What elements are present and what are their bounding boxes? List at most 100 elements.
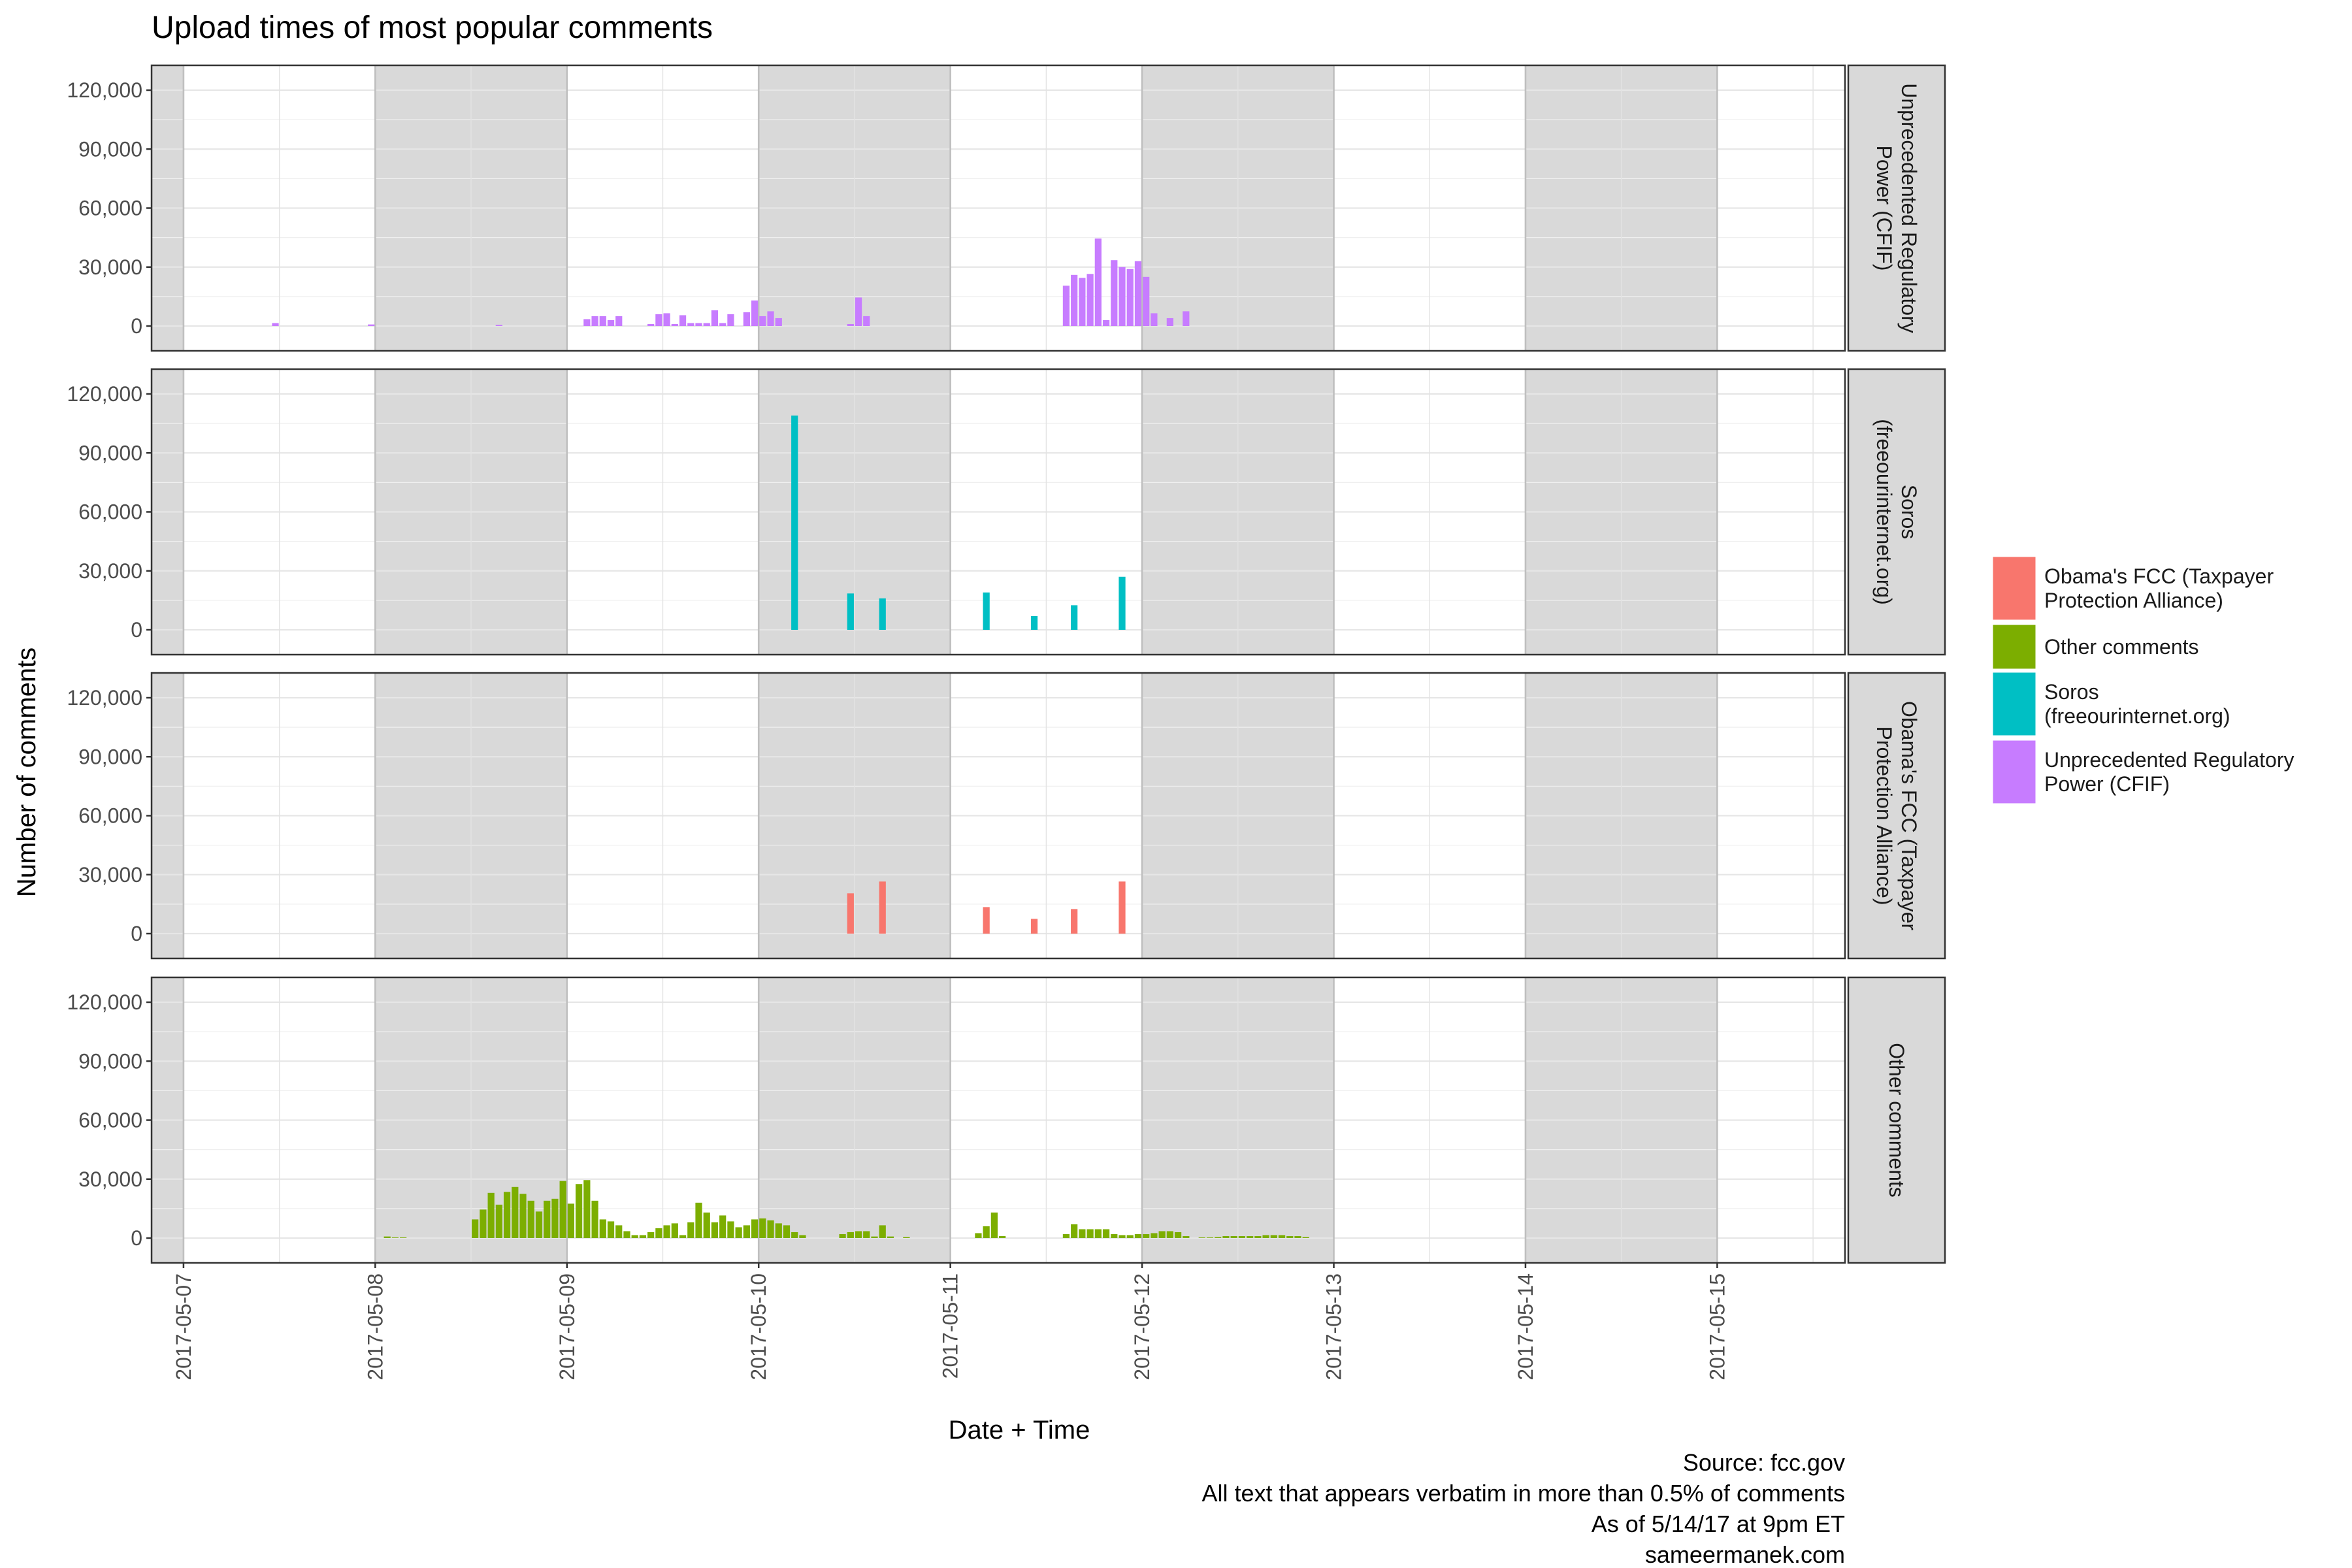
legend-label-line: Power (CFIF): [2044, 772, 2170, 796]
bar: [767, 311, 774, 326]
y-axis-label: Number of comments: [12, 647, 41, 897]
facet-strip: [1847, 672, 1946, 960]
bar: [1174, 1232, 1182, 1238]
legend-key: [1991, 623, 2038, 671]
bar: [695, 323, 702, 326]
bar: [1262, 1235, 1269, 1238]
bar: [743, 1225, 750, 1238]
bar: [583, 319, 591, 326]
bar: [512, 1186, 519, 1238]
y-tick-label: 120,000: [67, 990, 142, 1014]
bar: [767, 1220, 774, 1238]
bar: [839, 1233, 846, 1238]
bar: [1094, 238, 1102, 326]
bar: [1143, 276, 1150, 326]
bar: [487, 1192, 495, 1238]
bar: [1183, 311, 1190, 326]
bar: [983, 592, 990, 630]
bar: [576, 1184, 583, 1238]
bar: [727, 314, 734, 326]
bar: [847, 323, 854, 326]
bar: [1119, 267, 1126, 326]
bar: [1126, 269, 1134, 326]
bar: [1094, 1229, 1102, 1238]
bar: [1247, 1235, 1254, 1238]
legend-label-line: Protection Alliance): [2044, 589, 2223, 612]
bar: [687, 1222, 694, 1238]
bar: [1111, 1233, 1118, 1238]
bar: [647, 323, 655, 326]
panels-layer: 0 30,000 60,000 90,000 120,000 Unprecedented …: [67, 64, 1946, 1264]
bar: [607, 1221, 615, 1238]
y-tick-label: 30,000: [78, 255, 142, 279]
bar: [1071, 1224, 1078, 1238]
x-tick-label: 2017-05-12: [1130, 1273, 1154, 1380]
bar: [591, 1200, 598, 1238]
bar: [1062, 286, 1070, 326]
bar: [719, 323, 727, 326]
bar: [671, 1223, 678, 1238]
bar: [1286, 1235, 1294, 1238]
y-tick-label: 90,000: [78, 1049, 142, 1073]
facet-panel: 0 30,000 60,000 90,000 120,000 Soros(freeouri…: [67, 368, 1946, 656]
legend-key: [1991, 670, 2038, 738]
legend-label-line: Unprecedented Regulatory: [2044, 748, 2294, 772]
bar: [1111, 260, 1118, 326]
facet-strip-label: Obama's FCC (TaxpayerProtection Alliance…: [1872, 701, 1921, 930]
y-tick-label: 30,000: [78, 1168, 142, 1191]
bar: [559, 1181, 566, 1238]
bar: [1086, 274, 1094, 326]
bar: [591, 316, 598, 326]
bar: [783, 1225, 791, 1238]
bar: [1126, 1235, 1134, 1238]
bar: [671, 323, 678, 326]
bar: [503, 1192, 511, 1238]
bar: [759, 1218, 766, 1238]
bar: [791, 1232, 798, 1238]
bar: [855, 297, 862, 326]
bar: [567, 1203, 574, 1238]
bar: [1238, 1235, 1246, 1238]
y-tick-label: 120,000: [67, 78, 142, 102]
bar: [544, 1200, 551, 1238]
bar: [903, 1237, 910, 1238]
bar: [663, 1225, 670, 1238]
bar: [647, 1232, 655, 1238]
facet-strip-line: Soros: [1897, 485, 1921, 540]
bar: [495, 325, 502, 326]
y-tick-label: 90,000: [78, 745, 142, 768]
bar: [1119, 1235, 1126, 1238]
bar: [1270, 1235, 1277, 1238]
bar: [1198, 1237, 1205, 1238]
bar: [615, 1225, 623, 1238]
facet-strip: [1847, 976, 1946, 1264]
legend-key: [1991, 555, 2038, 622]
legend-key: [1991, 738, 2038, 806]
bar: [879, 1225, 886, 1238]
bar: [607, 319, 615, 326]
bar: [679, 315, 687, 326]
y-tick-label: 60,000: [78, 500, 142, 524]
bar: [727, 1221, 734, 1238]
bar: [751, 300, 759, 326]
bar: [1183, 1235, 1190, 1238]
bar: [999, 1235, 1006, 1238]
bar: [799, 1235, 806, 1238]
legend-label: Unprecedented Regulatory Power (CFIF): [2044, 748, 2294, 796]
x-tick-label: 2017-05-08: [363, 1273, 387, 1380]
bar: [1151, 313, 1158, 326]
bar: [1030, 919, 1038, 934]
facet-strip-label: Soros(freeourinternet.org): [1872, 419, 1921, 605]
bar: [368, 324, 375, 326]
y-tick-label: 60,000: [78, 197, 142, 220]
y-tick-label: 0: [131, 314, 142, 338]
facet-strip-label: Unprecedented RegulatoryPower (CFIF): [1872, 83, 1921, 333]
y-tick-label: 30,000: [78, 559, 142, 583]
bar: [535, 1211, 543, 1238]
bar: [990, 1212, 998, 1238]
bar: [863, 1231, 870, 1238]
bar: [983, 907, 990, 934]
x-tick-label: 2017-05-09: [555, 1273, 579, 1380]
facet-panel: 0 30,000 60,000 90,000 120,000 Other comments: [67, 976, 1946, 1264]
bar: [711, 1222, 719, 1238]
